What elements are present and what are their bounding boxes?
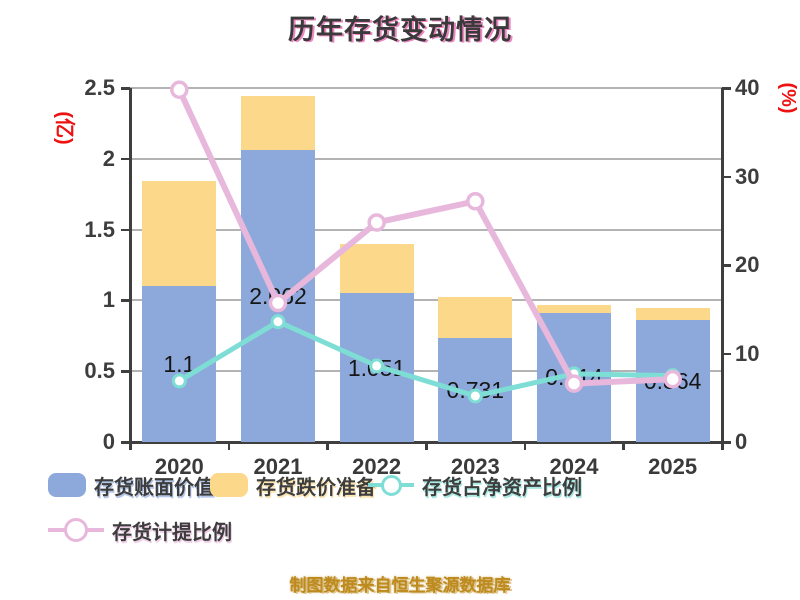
right-axis-tick [722,264,731,267]
right-axis-tick [722,87,731,90]
left-axis-tick-label: 0.5 [84,358,115,384]
x-axis-tick [425,442,428,450]
legend-line-marker [48,517,104,543]
left-axis-tick-label: 2 [102,145,115,171]
gridline [130,87,722,89]
x-axis-label: 2025 [648,454,698,479]
bar-value-label: 0.864 [643,367,702,394]
legend-bar-swatch [210,473,248,497]
left-axis-tick [121,441,130,444]
gridline [130,228,722,231]
right-axis-tick-label: 10 [735,340,760,366]
legend-item-存货占净资产比例[interactable]: 存货占净资产比例 [368,472,582,499]
data-source-note: 制图数据来自恒生聚源数据库 [289,576,511,595]
left-axis-tick-label: 2.5 [84,75,115,100]
x-axis-label: 2020 [154,454,204,479]
left-axis-tick [121,299,130,302]
x-axis-label: 2021 [253,454,303,479]
gridline [130,157,722,160]
left-axis-line [129,88,132,443]
x-axis-label: 2023 [450,454,500,479]
legend-item-存货账面价值[interactable]: 存货账面价值 [48,472,214,499]
bar-value-label: 1.051 [347,354,406,381]
x-axis-tick [622,442,625,450]
left-axis-tick [121,370,130,373]
bar-inventory-writedown-reserve [438,297,513,339]
left-axis-tick [121,157,130,161]
x-axis-tick [523,442,527,450]
right-axis-tick [722,441,731,444]
legend-label: 存货计提比例 [112,521,232,544]
bar-inventory-writedown-reserve [635,308,710,320]
x-axis-tick [129,442,132,450]
legend-label: 存货占净资产比例 [422,476,582,499]
right-axis-tick-label: 20 [735,252,760,277]
x-axis-tick [227,442,231,450]
x-axis-tick [721,442,724,450]
chart-title: 历年存货变动情况 [288,15,512,45]
legend-label: 存货账面价值 [94,476,214,499]
left-axis-tick-label: 0 [102,429,115,454]
legend-circle-icon [64,518,88,542]
left-axis-tick [121,228,130,232]
gridline [130,299,722,302]
x-axis-tick [326,442,329,450]
bar-value-label: 2.062 [249,283,307,309]
left-axis-tick-label: 1.5 [84,216,115,242]
bar-value-label: 1.1 [163,351,196,378]
x-axis-label: 2024 [549,454,599,479]
legend-item-存货计提比例[interactable]: 存货计提比例 [48,517,232,544]
right-axis-tick-label: 40 [735,75,760,100]
right-axis-tick [722,175,731,178]
legend-label: 存货跌价准备 [256,476,376,499]
bar-inventory-writedown-reserve [241,96,315,150]
right-axis-tick-label: 0 [735,429,748,454]
left-axis-tick [121,87,130,90]
inventory-provision-ratio-point [466,192,485,211]
bar-inventory-writedown-reserve [142,181,217,287]
legend-circle-icon [380,474,402,496]
inventory-provision-ratio-point [170,80,189,100]
bar-value-label: 0.914 [545,364,603,391]
right-axis-tick [722,352,731,355]
legend-bar-swatch [48,473,86,497]
legend-line-marker [368,472,414,498]
bar-inventory-writedown-reserve [339,243,414,294]
right-axis-tick-label: 30 [735,163,760,189]
bar-inventory-writedown-reserve [537,305,611,313]
bar-value-label: 0.731 [446,377,505,404]
legend-item-存货跌价准备[interactable]: 存货跌价准备 [210,472,376,499]
left-axis-tick-label: 1 [102,287,115,313]
